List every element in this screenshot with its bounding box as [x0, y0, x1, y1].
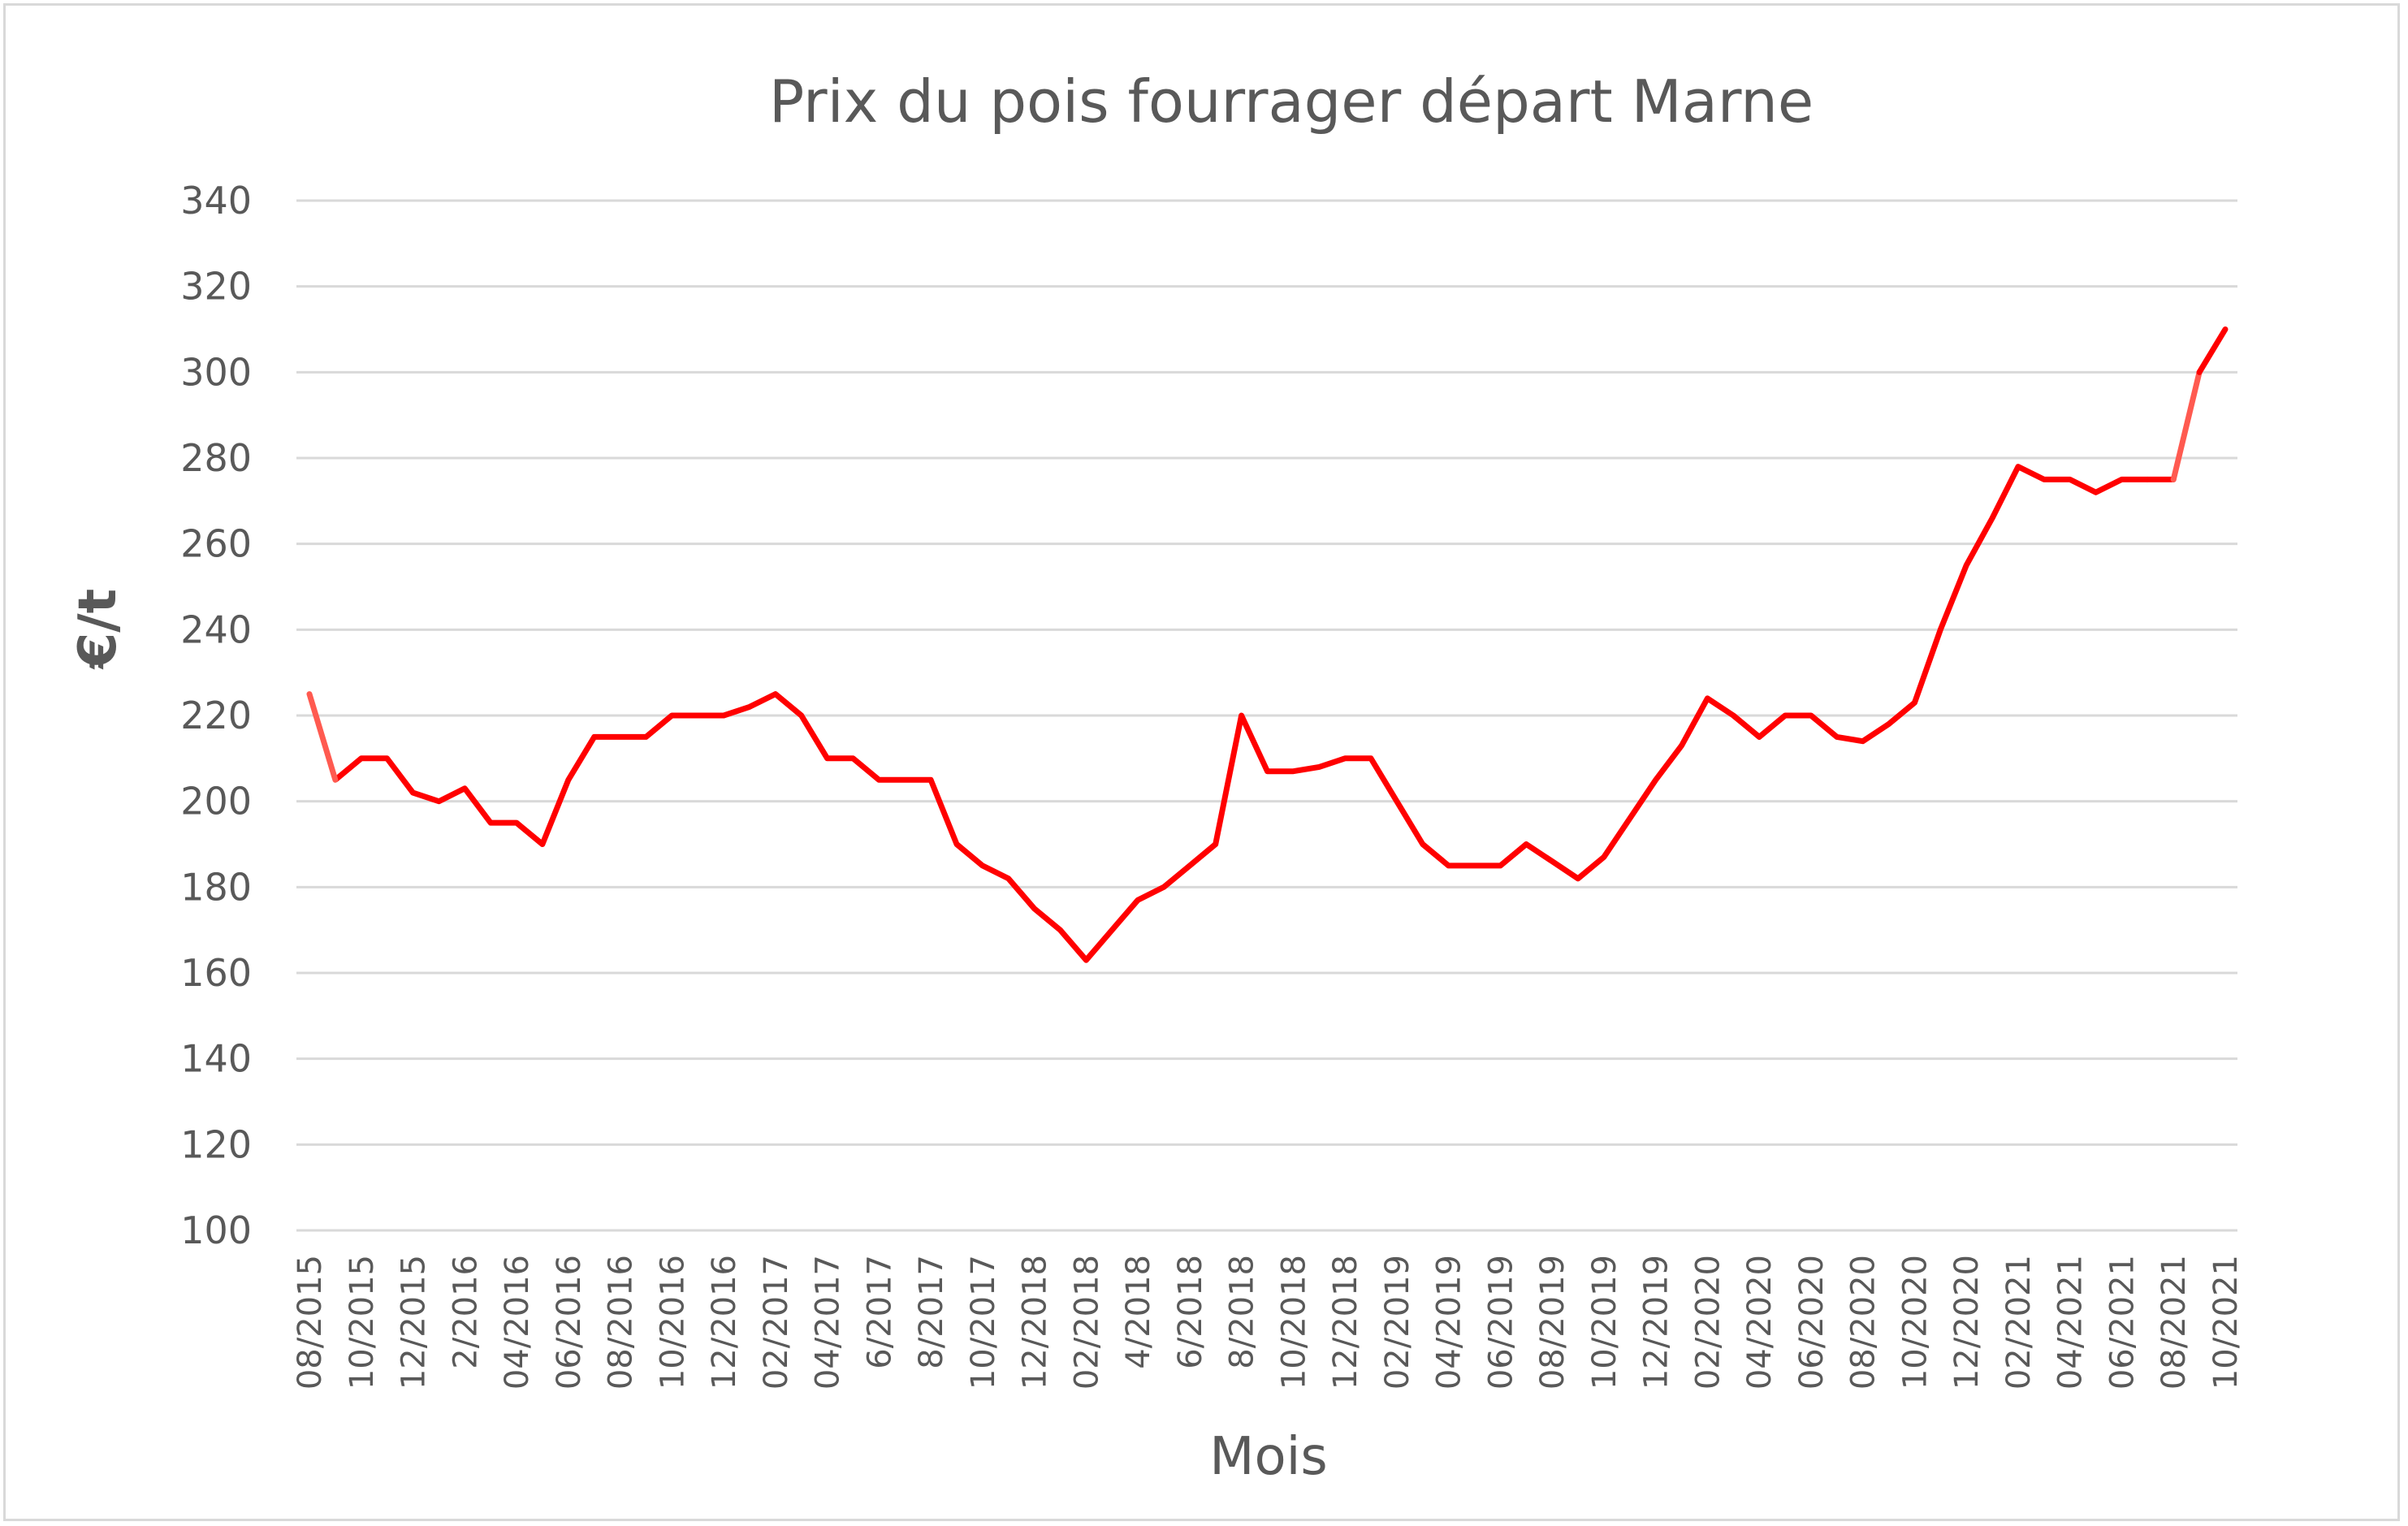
x-tick-label: 10/2019 — [1586, 1255, 1623, 1390]
x-tick-label: 04/2021 — [2052, 1255, 2090, 1390]
x-tick-label: 02/2021 — [2000, 1255, 2038, 1390]
y-tick-label: 280 — [180, 436, 252, 480]
chart-title: Prix du pois fourrager départ Marne — [769, 67, 1814, 136]
x-tick-label: 10/2021 — [2207, 1255, 2245, 1390]
x-tick-label: 06/2019 — [1482, 1255, 1520, 1390]
x-tick-label: 6/2018 — [1172, 1255, 1209, 1369]
x-tick-label: 04/2020 — [1741, 1255, 1779, 1390]
x-tick-label: 02/2017 — [758, 1255, 795, 1390]
x-tick-label: 4/2018 — [1120, 1255, 1157, 1369]
y-tick-label: 160 — [180, 951, 252, 995]
x-tick-label: 12/2018 — [1327, 1255, 1364, 1390]
y-tick-label: 300 — [180, 350, 252, 394]
x-tick-label: 8/2017 — [913, 1255, 950, 1369]
x-tick-label: 08/2015 — [292, 1255, 329, 1390]
y-tick-label: 260 — [180, 522, 252, 566]
x-tick-label: 12/2018 — [1017, 1255, 1054, 1390]
x-tick-label: 10/2016 — [654, 1255, 691, 1390]
y-tick-label: 100 — [180, 1208, 252, 1252]
x-axis-title: Mois — [1209, 1427, 1328, 1487]
x-tick-label: 06/2021 — [2103, 1255, 2141, 1390]
x-tick-label: 08/2020 — [1845, 1255, 1883, 1390]
y-tick-label: 200 — [180, 780, 252, 824]
x-tick-label: 12/2015 — [396, 1255, 433, 1390]
x-tick-label: 02/2019 — [1379, 1255, 1416, 1390]
y-tick-label: 340 — [180, 179, 252, 223]
chart-frame — [3, 3, 2400, 1521]
y-tick-label: 180 — [180, 865, 252, 909]
y-tick-label: 220 — [180, 694, 252, 737]
x-tick-label: 10/2015 — [344, 1255, 381, 1390]
x-axis-ticks: 08/2015 10/2015 12/2015 2/2016 04/2016 06/201… — [292, 1255, 2245, 1390]
y-tick-label: 240 — [180, 607, 252, 651]
x-tick-label: 06/2016 — [551, 1255, 588, 1390]
x-tick-label: 2/2016 — [447, 1255, 484, 1369]
x-tick-label: 12/2020 — [1948, 1255, 1986, 1390]
x-tick-label: 04/2016 — [499, 1255, 536, 1390]
x-tick-label: 6/2017 — [861, 1255, 898, 1369]
y-tick-label: 140 — [180, 1037, 252, 1081]
series-segment-highlight — [2170, 369, 2203, 482]
x-tick-label: 8/2018 — [1224, 1255, 1261, 1369]
x-tick-label: 08/2016 — [603, 1255, 640, 1390]
gridlines — [296, 199, 2237, 1232]
x-tick-label: 02/2020 — [1689, 1255, 1727, 1390]
x-tick-label: 10/2018 — [1275, 1255, 1312, 1390]
x-tick-label: 08/2021 — [2155, 1255, 2193, 1390]
y-axis-ticks: 100 120 140 160 180 200 220 240 260 280 300 320 340 — [180, 179, 252, 1252]
x-tick-label: 02/2018 — [1068, 1255, 1105, 1390]
y-axis-title: €/t — [68, 589, 128, 671]
x-tick-label: 06/2020 — [1793, 1255, 1831, 1390]
x-tick-label: 10/2020 — [1896, 1255, 1934, 1390]
y-tick-label: 120 — [180, 1122, 252, 1166]
y-tick-label: 320 — [180, 265, 252, 309]
series-segment-highlight — [306, 691, 339, 783]
series-segment-last — [2196, 326, 2229, 375]
series-line-group — [306, 326, 2229, 963]
x-tick-label: 10/2017 — [965, 1255, 1002, 1390]
x-tick-label: 04/2017 — [810, 1255, 847, 1390]
x-tick-label: 04/2019 — [1431, 1255, 1468, 1390]
x-tick-label: 12/2016 — [706, 1255, 743, 1390]
x-tick-label: 12/2019 — [1638, 1255, 1675, 1390]
series-line — [333, 464, 2148, 963]
x-tick-label: 08/2019 — [1534, 1255, 1571, 1390]
